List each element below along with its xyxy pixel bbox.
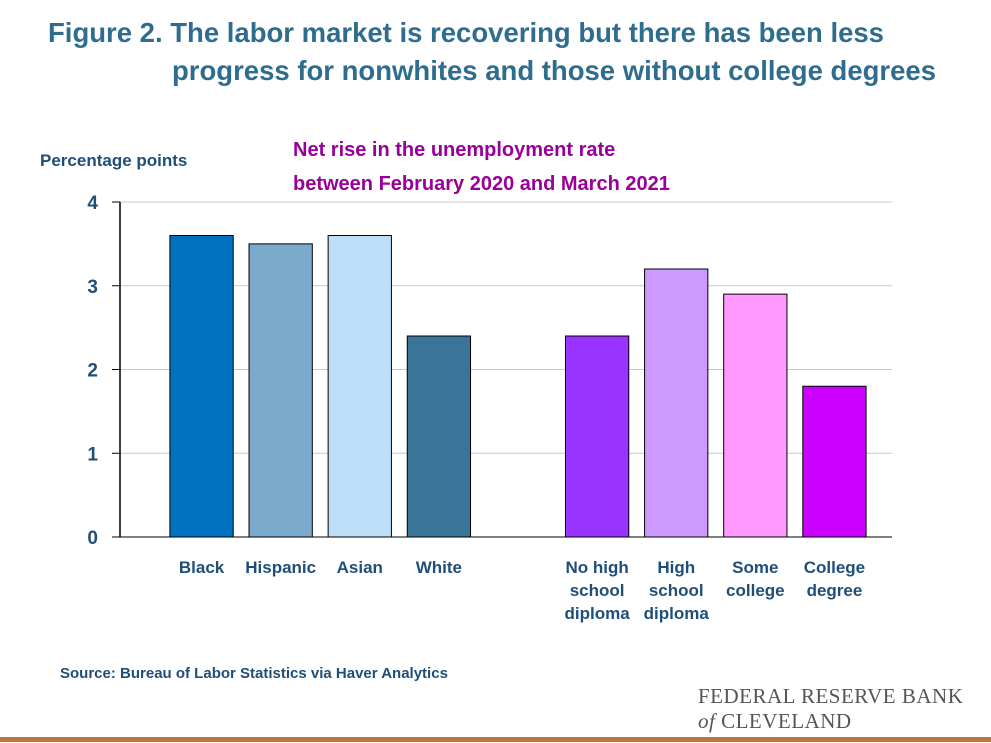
y-tick-label: 0	[87, 528, 98, 549]
logo-cleveland: CLEVELAND	[721, 709, 852, 733]
y-axis-label: Percentage points	[40, 151, 187, 170]
y-tick-label: 3	[87, 277, 98, 298]
y-tick-label: 2	[87, 361, 98, 382]
bar	[802, 385, 867, 538]
figure-title-line-1: Figure 2. The labor market is recovering…	[48, 17, 884, 48]
x-category-label: Hispanic	[245, 558, 316, 577]
chart-subtitle-line-2: between February 2020 and March 2021	[293, 173, 670, 195]
bar	[644, 268, 709, 538]
category-labels: Black Hispanic Asian White No high school dipl…	[179, 558, 865, 623]
bars	[169, 235, 867, 538]
footer-bar	[0, 737, 991, 742]
bar	[564, 335, 630, 538]
x-category-label: Some	[732, 558, 778, 577]
x-category-label: college	[726, 581, 785, 600]
x-category-label: No high	[565, 558, 628, 577]
x-category-label: diploma	[644, 604, 710, 623]
chart-subtitle-line-1: Net rise in the unemployment rate	[293, 139, 615, 161]
x-category-label: school	[649, 581, 704, 600]
bar	[169, 235, 234, 538]
x-category-label: degree	[807, 581, 863, 600]
figure-title-line-2: progress for nonwhites and those without…	[172, 55, 936, 86]
bar	[327, 235, 392, 538]
federal-reserve-logo: FEDERAL RESERVE BANK of CLEVELAND	[698, 684, 963, 734]
x-category-label: College	[804, 558, 865, 577]
x-category-label: Black	[179, 558, 225, 577]
logo-line-1: FEDERAL RESERVE BANK	[698, 684, 964, 708]
bar	[723, 293, 788, 538]
x-category-label: Asian	[337, 558, 383, 577]
logo-of: of	[698, 709, 716, 733]
axes: 0 1 2 3 4	[87, 193, 892, 549]
source-note: Source: Bureau of Labor Statistics via H…	[60, 665, 448, 682]
x-category-label: High	[657, 558, 695, 577]
y-tick-label: 4	[87, 193, 98, 214]
bar	[248, 243, 313, 538]
x-category-label: diploma	[565, 604, 631, 623]
x-category-label: school	[570, 581, 625, 600]
y-tick-label: 1	[87, 444, 98, 465]
bar-chart: Net rise in the unemployment rate betwee…	[40, 139, 892, 623]
figure-title: Figure 2. The labor market is recovering…	[48, 14, 978, 90]
x-category-label: White	[416, 558, 462, 577]
bar	[406, 335, 472, 538]
logo-line-2: of CLEVELAND	[698, 709, 963, 734]
